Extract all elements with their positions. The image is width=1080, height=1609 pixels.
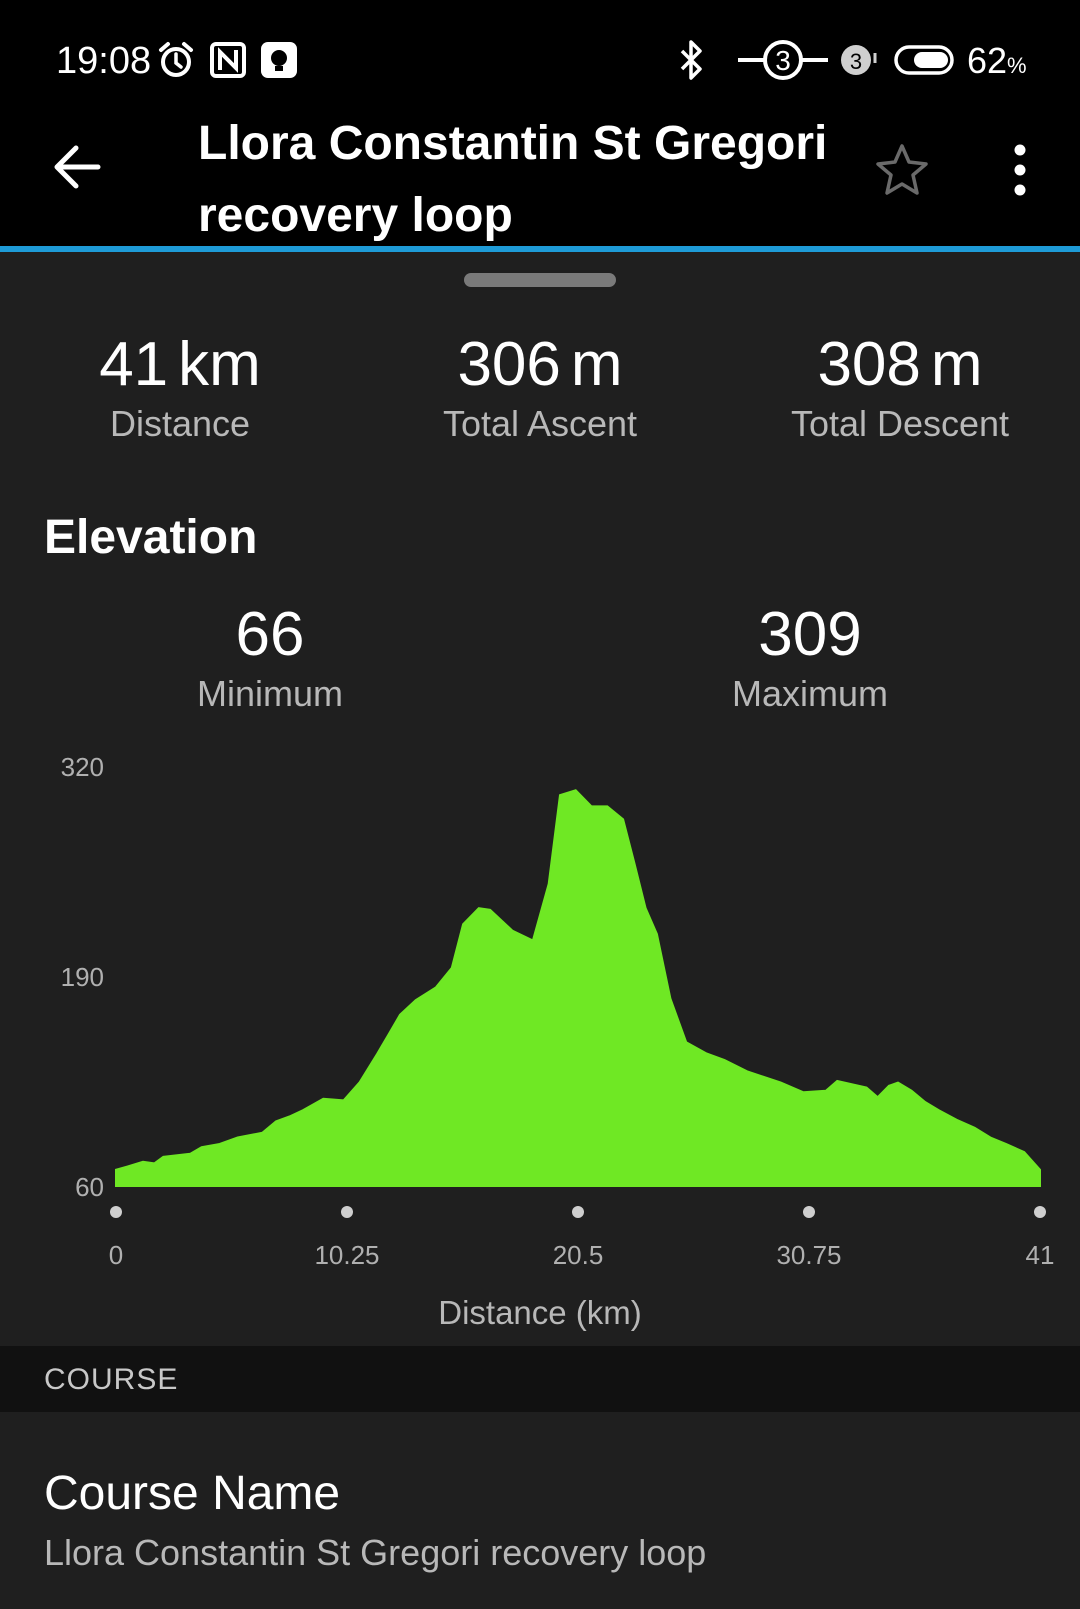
- elevation-minimum-label: Minimum: [196, 673, 343, 714]
- bluetooth-icon: [676, 38, 706, 82]
- distance-label: Distance: [109, 403, 251, 444]
- battery-percent: 62%: [967, 40, 1027, 81]
- course-section-header: [0, 1346, 1080, 1412]
- x-axis-label: Distance (km): [438, 1294, 642, 1331]
- status-time: 19:08: [56, 40, 152, 82]
- more-vert-icon: [1014, 144, 1026, 196]
- elevation-maximum: 309 Maximum: [630, 600, 990, 716]
- x-tick-dot: [572, 1206, 584, 1218]
- ascent-label: Total Ascent: [442, 403, 638, 444]
- x-tick-label: 10.25: [314, 1240, 379, 1270]
- x-tick-label: 0: [109, 1240, 123, 1270]
- elevation-title: Elevation: [44, 511, 258, 564]
- y-tick-label: 190: [61, 962, 104, 992]
- distance-stat: 41 km Distance: [0, 330, 360, 446]
- nfc-icon: [210, 38, 246, 82]
- course-name-title: Course Name: [44, 1467, 341, 1520]
- ascent-value: 306 m: [457, 330, 623, 399]
- page-title: Llora Constantin St Gregori recovery loo…: [198, 117, 828, 242]
- elevation-maximum-label: Maximum: [731, 673, 888, 714]
- descent-stat: 308 m Total Descent: [720, 330, 1080, 446]
- descent-label: Total Descent: [790, 403, 1010, 444]
- x-tick-label: 30.75: [776, 1240, 841, 1270]
- svg-text:3: 3: [850, 49, 862, 74]
- elevation-chart[interactable]: 320 190 60 0 10.25 20.5 30.75 41 Distance (km): [0, 740, 1080, 1340]
- x-tick-dot: [341, 1206, 353, 1218]
- favorite-button[interactable]: [874, 142, 930, 198]
- elevation-chart-container[interactable]: 320 190 60 0 10.25 20.5 30.75 41 Distance (km): [0, 740, 1080, 1340]
- elevation-maximum-value: 309: [758, 600, 862, 669]
- x-tick-label: 41: [1026, 1240, 1055, 1270]
- status-bar: [0, 0, 1080, 110]
- x-tick-dot: [803, 1206, 815, 1218]
- drag-handle[interactable]: [464, 273, 616, 287]
- ascent-stat: 306 m Total Ascent: [360, 330, 720, 446]
- x-tick-label: 20.5: [553, 1240, 604, 1270]
- x-tick-dot: [1034, 1206, 1046, 1218]
- elevation-area: [115, 789, 1041, 1187]
- back-arrow-icon: [54, 145, 101, 189]
- y-tick-label: 60: [75, 1172, 104, 1202]
- descent-value: 308 m: [817, 330, 983, 399]
- svg-text:3: 3: [775, 45, 791, 76]
- elevation-minimum-value: 66: [235, 600, 305, 669]
- sim-3-icon: 3: [838, 38, 880, 82]
- course-name-value: Llora Constantin St Gregori recovery loo…: [44, 1532, 707, 1573]
- app-bar: [0, 110, 1080, 247]
- battery-icon: [894, 38, 956, 82]
- y-tick-label: 320: [61, 752, 104, 782]
- course-section-label: COURSE: [44, 1363, 179, 1396]
- back-button[interactable]: [50, 140, 104, 194]
- elevation-minimum: 66 Minimum: [90, 600, 450, 716]
- distance-value: 41 km: [99, 330, 261, 399]
- x-tick-dot: [110, 1206, 122, 1218]
- star-icon: [876, 144, 928, 195]
- more-options-button[interactable]: [1000, 142, 1040, 198]
- notification-icon: [260, 38, 298, 82]
- app-bar-accent-line: [0, 246, 1080, 252]
- alarm-icon: [156, 38, 196, 82]
- ring-3-icon: 3: [738, 38, 828, 82]
